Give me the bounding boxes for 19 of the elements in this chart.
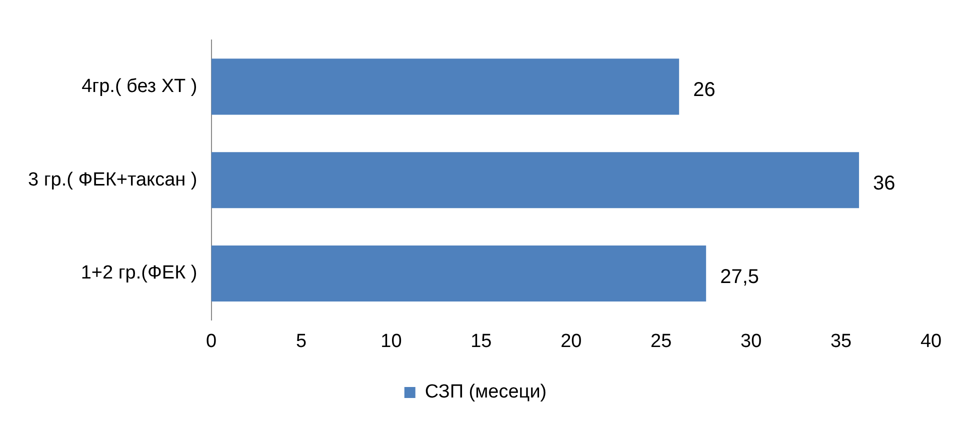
x-tick-label: 20	[560, 330, 582, 352]
x-tick-label: 10	[380, 330, 402, 352]
y-tick-label: 4гр.( без ХТ )	[82, 76, 198, 97]
y-tick-label: 3 гр.( ФЕК+таксан )	[28, 169, 198, 190]
data-label: 27,5	[720, 266, 760, 288]
y-tick-label: 1+2 гр.(ФЕК )	[80, 262, 198, 284]
bar	[211, 58, 680, 115]
legend-label: СЗП (месеци)	[424, 382, 547, 403]
x-tick-label: 0	[206, 330, 217, 352]
x-tick-label: 35	[830, 330, 852, 352]
x-tick-label: 25	[650, 330, 672, 352]
x-tick-label: 5	[296, 330, 307, 352]
x-tick-label: 40	[920, 330, 942, 352]
x-tick-label: 15	[470, 330, 492, 352]
x-tick-label: 30	[740, 330, 762, 352]
data-label: 26	[693, 79, 716, 102]
data-label: 36	[873, 172, 896, 195]
bar	[211, 152, 860, 208]
bar	[211, 245, 706, 302]
